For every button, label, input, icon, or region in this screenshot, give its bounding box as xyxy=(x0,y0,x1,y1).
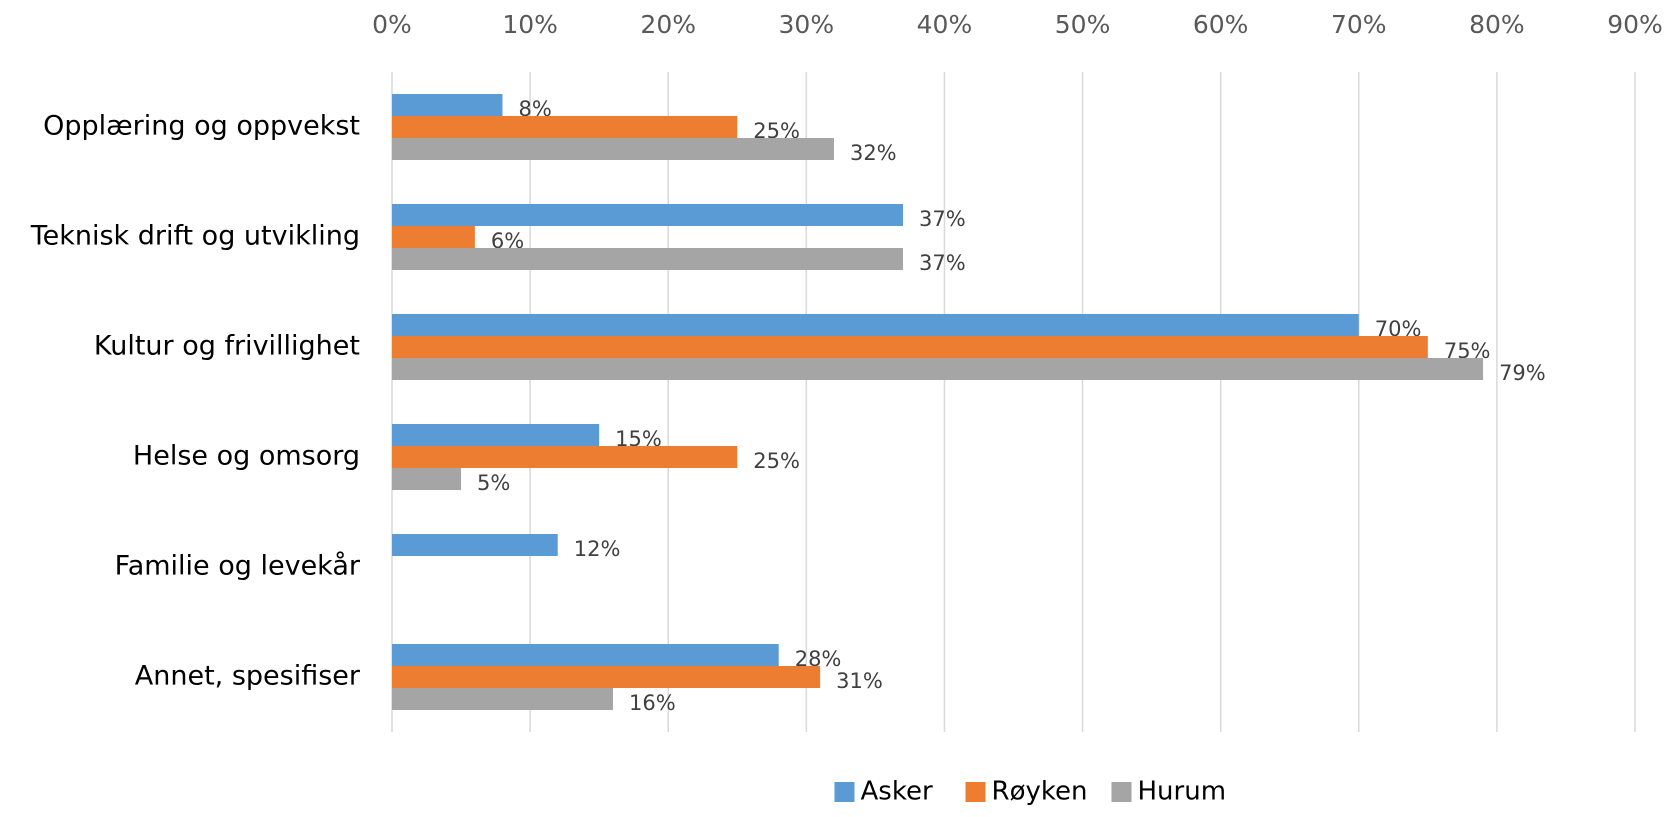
bar xyxy=(392,226,475,248)
data-label: 79% xyxy=(1499,361,1546,385)
legend-swatch xyxy=(1111,782,1132,802)
x-tick-label: 80% xyxy=(1469,10,1525,39)
bar xyxy=(392,424,600,446)
category-label: Opplæring og oppvekst xyxy=(43,111,360,142)
data-label: 12% xyxy=(574,537,621,561)
legend-label: Hurum xyxy=(1138,777,1227,807)
bar xyxy=(392,358,1484,380)
x-tick-label: 30% xyxy=(779,10,835,39)
data-label: 25% xyxy=(753,449,800,473)
bar xyxy=(392,314,1359,336)
bar xyxy=(392,94,503,116)
bar xyxy=(392,138,834,160)
category-label: Kultur og frivillighet xyxy=(94,331,360,362)
category-label: Familie og levekår xyxy=(115,551,361,582)
bar xyxy=(392,248,904,270)
x-tick-label: 90% xyxy=(1607,10,1663,39)
data-label: 31% xyxy=(836,669,883,693)
category-label: Helse og omsorg xyxy=(133,441,360,472)
bar xyxy=(392,204,904,226)
bar xyxy=(392,644,779,666)
x-tick-label: 0% xyxy=(372,10,412,39)
x-tick-label: 20% xyxy=(640,10,696,39)
legend-label: Røyken xyxy=(992,777,1088,807)
bar xyxy=(392,666,821,688)
data-label: 32% xyxy=(850,141,897,165)
bar xyxy=(392,688,613,710)
x-tick-label: 50% xyxy=(1055,10,1111,39)
data-label: 5% xyxy=(477,471,510,495)
bar xyxy=(392,446,738,468)
legend-label: Asker xyxy=(861,777,933,807)
category-label: Teknisk drift og utvikling xyxy=(30,221,360,252)
x-tick-label: 40% xyxy=(917,10,973,39)
data-label: 37% xyxy=(919,207,966,231)
legend-swatch xyxy=(834,782,855,802)
data-label: 16% xyxy=(629,691,676,715)
bar xyxy=(392,336,1428,358)
bar xyxy=(392,468,462,490)
x-tick-label: 10% xyxy=(502,10,558,39)
x-tick-label: 60% xyxy=(1193,10,1249,39)
legend-swatch xyxy=(965,782,986,802)
bar xyxy=(392,534,558,556)
data-label: 37% xyxy=(919,251,966,275)
x-tick-label: 70% xyxy=(1331,10,1387,39)
bar xyxy=(392,116,738,138)
category-label: Annet, spesifiser xyxy=(135,661,361,692)
